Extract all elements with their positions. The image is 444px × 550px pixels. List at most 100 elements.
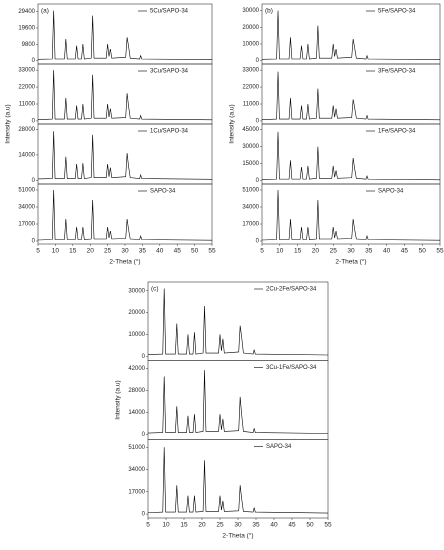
x-tick-label: 10 [52, 248, 60, 255]
x-tick-label: 40 [156, 248, 164, 255]
x-tick-label: 15 [180, 522, 188, 529]
y-tick-label: 30000 [242, 144, 259, 150]
y-tick-label: 0 [142, 432, 146, 438]
x-tick-label: 25 [104, 248, 112, 255]
y-tick-label: 22000 [18, 85, 35, 91]
x-tick-label: 25 [216, 522, 224, 529]
legend-label: 5Cu/SAPO-34 [150, 9, 189, 15]
panel-label: (a) [41, 8, 49, 15]
y-tick-label: 0 [142, 512, 146, 518]
xrd-line [37, 10, 213, 60]
subplot-frame [261, 183, 441, 245]
y-tick-label: 22000 [242, 85, 259, 91]
y-tick-label: 0 [256, 58, 260, 64]
y-tick-label: 51000 [18, 188, 35, 194]
x-tick-label: 50 [191, 248, 199, 255]
y-tick-label: 14000 [18, 152, 35, 158]
y-tick-label: 14000 [128, 410, 145, 416]
legend-label: 1Cu/SAPO-34 [150, 129, 189, 135]
x-tick-label: 10 [276, 248, 284, 255]
y-tick-label: 9800 [22, 42, 36, 48]
x-tick-label: 15 [69, 248, 77, 255]
x-tick-label: 30 [347, 248, 355, 255]
y-tick-label: 0 [256, 239, 260, 245]
xrd-line [147, 370, 329, 434]
x-tick-label: 35 [139, 248, 147, 255]
y-tick-label: 42000 [128, 366, 145, 372]
subplot-frame [147, 360, 329, 440]
subplot-frame [147, 439, 329, 519]
y-tick-label: 33000 [242, 68, 259, 74]
x-tick-label: 25 [330, 248, 338, 255]
x-tick-label: 40 [383, 248, 391, 255]
y-tick-label: 45000 [242, 127, 259, 133]
y-tick-label: 10000 [242, 42, 259, 48]
y-axis-label: Intensity (a.u) [229, 104, 236, 143]
x-axis-label: 2-Theta (°) [222, 532, 253, 540]
xrd-line [261, 10, 441, 60]
y-axis-label: Intensity (a.u) [5, 104, 12, 143]
y-tick-label: 34000 [128, 467, 145, 473]
xrd-line [261, 131, 441, 181]
y-tick-label: 20000 [128, 310, 145, 316]
x-tick-label: 50 [419, 248, 427, 255]
y-tick-label: 34000 [18, 205, 35, 211]
legend-label: 3Cu/SAPO-34 [150, 69, 189, 75]
x-tick-label: 5 [36, 248, 40, 255]
x-tick-label: 35 [365, 248, 373, 255]
y-tick-label: 10000 [128, 332, 145, 338]
subplot-frame [147, 281, 329, 361]
x-tick-label: 45 [174, 248, 182, 255]
legend-label: SAPO-34 [266, 444, 292, 450]
y-tick-label: 51000 [242, 188, 259, 194]
x-tick-label: 30 [121, 248, 129, 255]
xrd-line [37, 131, 213, 180]
x-tick-label: 5 [146, 522, 150, 529]
x-tick-label: 45 [401, 248, 409, 255]
y-tick-label: 11000 [243, 102, 260, 108]
y-tick-label: 11000 [19, 102, 36, 108]
x-tick-label: 5 [260, 248, 264, 255]
y-axis-label: Intensity (a.u) [115, 380, 122, 419]
xrd-line [147, 288, 329, 356]
y-tick-label: 0 [32, 119, 36, 125]
x-tick-label: 15 [294, 248, 302, 255]
legend-label: 3Fe/SAPO-34 [378, 69, 416, 75]
legend-label: 3Cu-1Fe/SAPO-34 [266, 365, 317, 371]
x-tick-label: 10 [162, 522, 170, 529]
legend-label: 2Cu-2Fe/SAPO-34 [266, 287, 317, 293]
y-tick-label: 15000 [242, 161, 259, 167]
panel-label: (b) [265, 8, 273, 15]
y-tick-label: 0 [32, 58, 36, 64]
x-tick-label: 35 [252, 522, 260, 529]
y-tick-label: 19600 [18, 26, 35, 32]
legend-label: SAPO-34 [150, 189, 176, 195]
legend-label: 5Fe/SAPO-34 [378, 9, 416, 15]
panel-label: (c) [151, 286, 159, 293]
y-tick-label: 29400 [18, 9, 35, 15]
xrd-line [37, 189, 213, 241]
y-tick-label: 51000 [128, 445, 145, 451]
x-tick-label: 20 [312, 248, 320, 255]
y-tick-label: 0 [32, 178, 36, 184]
x-tick-label: 55 [208, 248, 216, 255]
x-tick-label: 55 [324, 522, 332, 529]
y-tick-label: 0 [142, 354, 146, 360]
xrd-line [261, 71, 441, 121]
x-tick-label: 20 [198, 522, 206, 529]
xrd-line [147, 447, 329, 514]
legend-label: SAPO-34 [378, 189, 404, 195]
y-tick-label: 28000 [128, 388, 145, 394]
y-tick-label: 30000 [242, 8, 259, 14]
x-tick-label: 30 [234, 522, 242, 529]
y-tick-label: 0 [256, 178, 260, 184]
y-tick-label: 20000 [242, 25, 259, 31]
x-tick-label: 40 [270, 522, 278, 529]
x-tick-label: 45 [288, 522, 296, 529]
y-tick-label: 17000 [18, 222, 35, 228]
y-tick-label: 17000 [242, 222, 259, 228]
y-tick-label: 17000 [128, 489, 145, 495]
legend-label: 1Fe/SAPO-34 [378, 129, 416, 135]
y-tick-label: 30000 [128, 288, 145, 294]
